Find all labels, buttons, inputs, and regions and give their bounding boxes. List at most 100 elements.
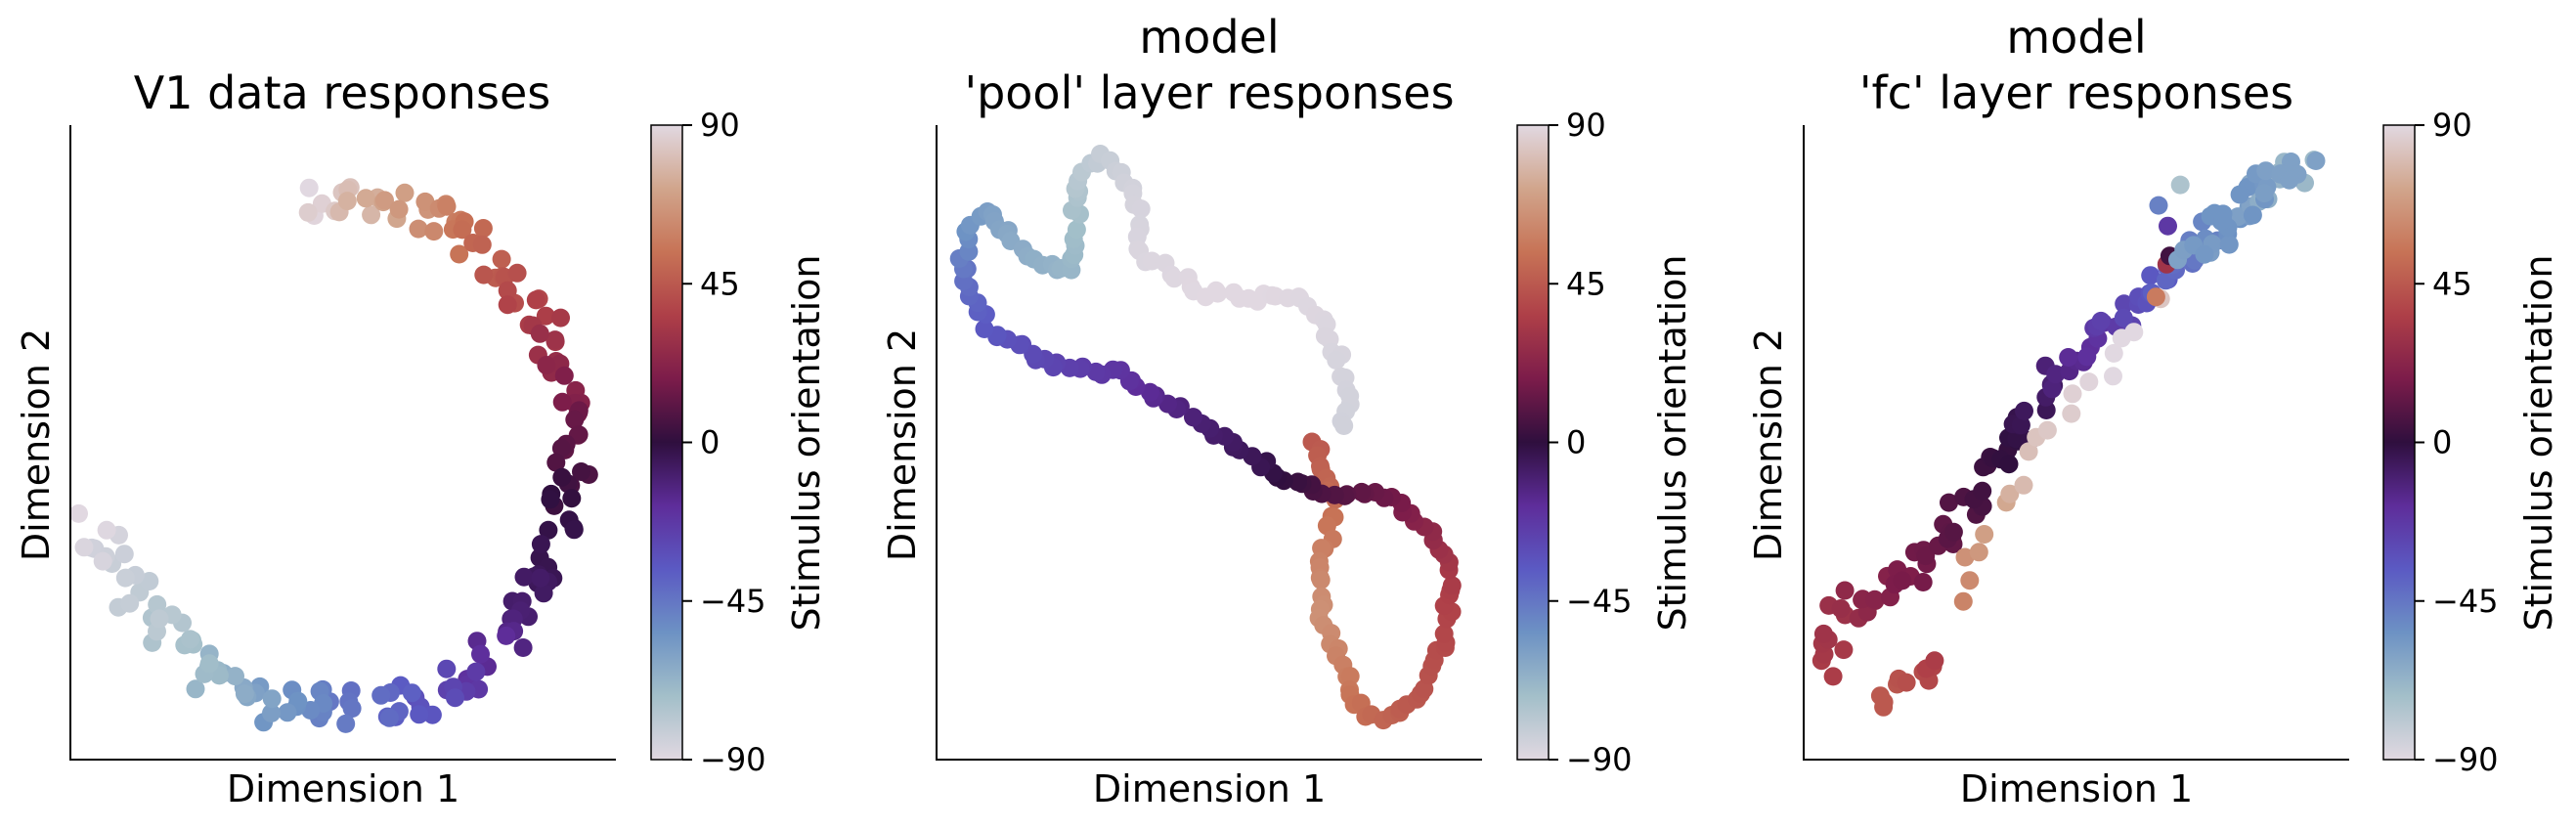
- data-point: [536, 306, 555, 326]
- data-point: [181, 630, 199, 649]
- data-point: [1823, 667, 1843, 686]
- data-point: [1352, 482, 1372, 502]
- data-point: [1340, 667, 1360, 686]
- data-point: [2256, 161, 2276, 181]
- data-point: [530, 324, 549, 343]
- data-point: [93, 551, 112, 571]
- data-point: [336, 714, 356, 733]
- data-point: [2280, 170, 2299, 190]
- panel-v1: V1 data responses Dimension 1 Dimension …: [15, 66, 828, 810]
- data-point: [402, 683, 421, 703]
- data-point: [472, 235, 492, 254]
- data-point: [1893, 571, 1912, 590]
- data-point: [2195, 244, 2214, 264]
- data-point: [514, 567, 534, 587]
- data-point: [507, 263, 527, 283]
- data-point: [1164, 269, 1184, 288]
- colorbar-tick-label: −90: [1566, 741, 1633, 778]
- colorbar: 90 45 0 −45 −90 Stimulus orientation: [1516, 107, 1694, 778]
- data-point: [539, 520, 558, 540]
- colorbar-label: Stimulus orientation: [785, 254, 828, 631]
- data-point: [299, 178, 319, 197]
- data-point: [1969, 543, 1988, 562]
- data-point: [120, 593, 140, 613]
- data-point: [537, 356, 556, 374]
- data-point: [262, 689, 282, 709]
- colorbar-tick-label: 0: [700, 424, 720, 461]
- data-point: [2062, 404, 2081, 423]
- data-point: [1334, 416, 1354, 435]
- data-point: [1184, 408, 1202, 427]
- colorbar-tick-label: 90: [1566, 107, 1606, 144]
- data-point: [2104, 367, 2122, 386]
- data-point: [1925, 651, 1944, 671]
- colorbar-tick-label: 0: [1566, 424, 1586, 461]
- data-point: [2159, 216, 2177, 236]
- data-point: [2063, 384, 2082, 404]
- panel-title-line: 'fc' layer responses: [1859, 66, 2293, 119]
- data-point: [565, 410, 585, 429]
- data-point: [2114, 308, 2133, 328]
- data-point: [186, 679, 205, 699]
- data-point: [2079, 372, 2099, 392]
- data-point: [1327, 351, 1346, 370]
- data-point: [415, 192, 435, 211]
- data-point: [226, 667, 244, 686]
- colorbar-tick-label: 90: [700, 107, 740, 144]
- data-point: [1140, 382, 1159, 402]
- data-point: [450, 244, 469, 264]
- data-point: [531, 535, 550, 554]
- data-point: [409, 219, 428, 239]
- data-point: [2115, 294, 2134, 314]
- colorbar-tick-label: 45: [700, 265, 740, 302]
- colorbar-tick-label: −90: [700, 741, 766, 778]
- x-axis-label: Dimension 1: [1960, 767, 2193, 810]
- data-point: [2000, 484, 2020, 503]
- data-point: [278, 703, 297, 722]
- colorbar-tick-label: 90: [2432, 107, 2472, 144]
- data-point: [1831, 599, 1851, 618]
- colorbar-ticks: 90 45 0 −45 −90: [2415, 107, 2499, 778]
- data-point: [148, 594, 167, 614]
- data-point: [1442, 576, 1462, 595]
- y-axis-label: Dimension 2: [881, 328, 924, 561]
- data-point: [2091, 311, 2111, 330]
- panel-title: V1 data responses: [134, 66, 551, 119]
- data-point: [2213, 204, 2233, 224]
- data-point: [199, 654, 219, 674]
- colorbar-gradient: [1516, 124, 1550, 761]
- scatter-points: [1812, 151, 2326, 717]
- data-point: [2254, 184, 2274, 203]
- data-point: [2149, 196, 2168, 215]
- data-point: [1960, 571, 1980, 590]
- data-point: [410, 705, 429, 724]
- data-point: [551, 439, 571, 458]
- data-point: [395, 183, 415, 202]
- data-point: [541, 490, 560, 509]
- data-point: [2037, 420, 2057, 440]
- data-point: [2146, 287, 2165, 307]
- x-axis-label: Dimension 1: [227, 767, 459, 810]
- colorbar-label: Stimulus orientation: [2517, 254, 2560, 631]
- data-point: [114, 545, 134, 564]
- data-point: [97, 520, 116, 540]
- data-point: [497, 626, 516, 645]
- data-point: [371, 685, 391, 705]
- colorbar-tick-label: 45: [1566, 265, 1606, 302]
- data-point: [572, 462, 590, 481]
- data-point: [498, 295, 517, 315]
- colorbar-tick-label: −90: [2432, 741, 2499, 778]
- colorbar-ticks: 90 45 0 −45 −90: [1549, 107, 1633, 778]
- data-point: [564, 520, 584, 540]
- data-point: [546, 453, 566, 472]
- data-point: [2077, 347, 2097, 367]
- data-point: [2011, 415, 2030, 435]
- data-point: [2306, 152, 2326, 170]
- panel-fc: model'fc' layer responses Dimension 1 Di…: [1747, 11, 2560, 810]
- data-point: [474, 265, 494, 284]
- data-point: [2014, 475, 2033, 495]
- colorbar-tick-label: 0: [2432, 424, 2452, 461]
- panel-title: model'pool' layer responses: [964, 11, 1454, 119]
- data-point: [298, 202, 318, 222]
- data-point: [2230, 185, 2249, 204]
